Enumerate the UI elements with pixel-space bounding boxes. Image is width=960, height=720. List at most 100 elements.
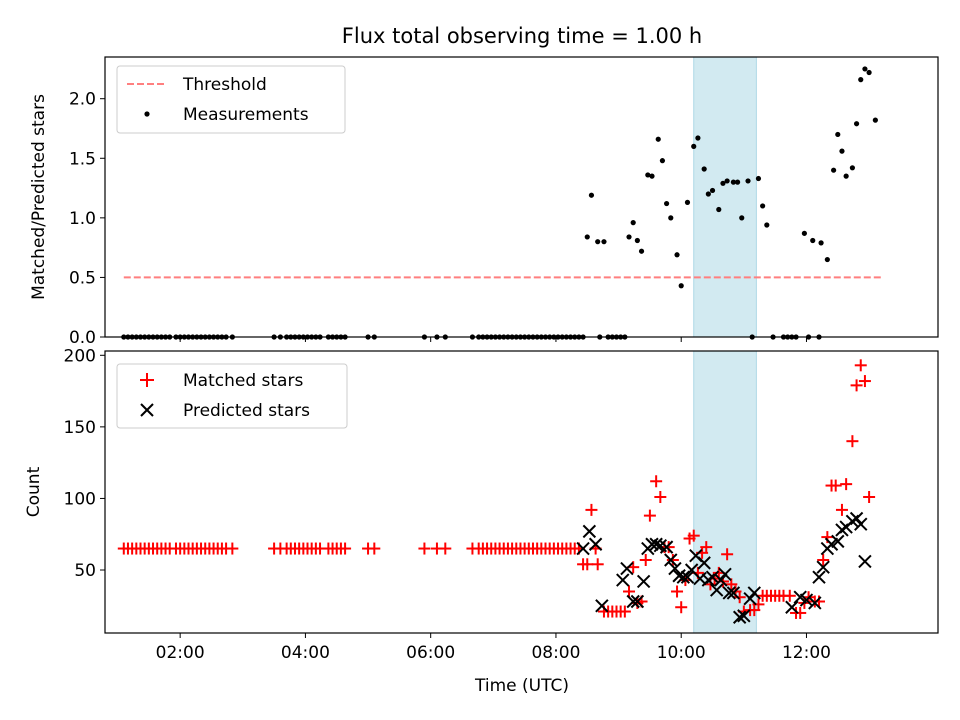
measurement-point bbox=[866, 69, 872, 76]
predicted-star-stroke-b bbox=[595, 599, 609, 613]
predicted-star-stroke-b bbox=[649, 537, 663, 551]
predicted-star-stroke-b bbox=[854, 517, 868, 531]
y-tick-label: 150 bbox=[64, 418, 96, 438]
predicted-star-point bbox=[816, 560, 830, 574]
predicted-star-stroke-b bbox=[684, 563, 699, 577]
top-y-axis-label: Matched/Predicted stars bbox=[29, 94, 49, 300]
predicted-star-stroke-b bbox=[630, 594, 645, 609]
predicted-star-point bbox=[697, 556, 711, 570]
measurement-point bbox=[695, 135, 701, 141]
predicted-star-stroke-b bbox=[732, 610, 747, 624]
predicted-star-stroke-b bbox=[718, 567, 732, 582]
y-tick-label: 50 bbox=[74, 561, 96, 581]
measurement-point bbox=[853, 121, 860, 127]
measurement-point bbox=[601, 239, 607, 245]
y-tick-label: 0.0 bbox=[69, 328, 96, 348]
predicted-star-stroke-b bbox=[714, 573, 728, 587]
predicted-star-point bbox=[849, 511, 864, 526]
predicted-star-point bbox=[737, 609, 751, 623]
predicted-star-stroke-b bbox=[799, 593, 814, 607]
measurement-point bbox=[764, 222, 770, 228]
matched-star-point bbox=[700, 541, 713, 554]
predicted-star-point bbox=[726, 586, 741, 600]
measurement-point bbox=[818, 240, 824, 246]
matched-star-point bbox=[783, 589, 796, 602]
predicted-star-stroke-b bbox=[858, 554, 872, 569]
predicted-star-stroke-b bbox=[616, 573, 630, 587]
predicted-star-point bbox=[709, 583, 724, 597]
bottom-legend: Matched stars Predicted stars bbox=[116, 363, 348, 429]
measurement-point bbox=[801, 230, 807, 236]
predicted-star-point bbox=[659, 540, 674, 554]
matched-stars-series bbox=[117, 359, 876, 619]
measurement-point bbox=[595, 239, 601, 245]
measurement-point bbox=[659, 158, 666, 164]
measurement-point bbox=[849, 165, 856, 171]
x-tick-label: 04:00 bbox=[281, 643, 330, 663]
predicted-star-point bbox=[799, 593, 814, 607]
measurement-point bbox=[655, 136, 661, 142]
legend-predicted-swatch bbox=[140, 403, 154, 417]
highlight-band bbox=[693, 56, 757, 338]
predicted-star-point bbox=[854, 517, 868, 531]
legend-measurements-label: Measurements bbox=[183, 105, 309, 125]
x-tick-label: 12:00 bbox=[782, 643, 831, 663]
matched-star-point bbox=[840, 478, 853, 491]
legend-measurements-swatch bbox=[144, 111, 150, 117]
legend-threshold-label: Threshold bbox=[182, 75, 267, 95]
measurement-point bbox=[810, 237, 816, 244]
predicted-star-stroke-b bbox=[626, 594, 640, 609]
predicted-star-stroke-b bbox=[785, 600, 799, 614]
matched-star-point bbox=[666, 553, 679, 566]
matched-star-point bbox=[439, 542, 452, 555]
predicted-star-point bbox=[630, 594, 645, 609]
predicted-star-stroke-b bbox=[576, 541, 590, 556]
predicted-star-point bbox=[576, 541, 590, 556]
top-axes: 0.0 0.5 1.0 1.5 2.0 bbox=[69, 56, 939, 348]
matched-star-point bbox=[654, 491, 667, 504]
predicted-star-point bbox=[747, 586, 761, 600]
predicted-star-point bbox=[732, 610, 747, 624]
measurement-point bbox=[835, 131, 841, 138]
measurement-point bbox=[630, 220, 636, 226]
predicted-star-stroke-b bbox=[653, 538, 668, 553]
predicted-star-stroke-b bbox=[636, 574, 651, 589]
predicted-star-point bbox=[808, 596, 822, 610]
matched-star-point bbox=[863, 491, 876, 504]
measurement-point bbox=[843, 173, 849, 179]
predicted-star-stroke-b bbox=[743, 591, 757, 606]
matched-star-point bbox=[585, 503, 598, 516]
matched-star-point bbox=[418, 542, 431, 555]
predicted-star-stroke-b bbox=[793, 590, 807, 604]
predicted-star-point bbox=[636, 574, 651, 589]
measurement-point bbox=[724, 178, 730, 184]
bottom-y-axis-label: Count bbox=[24, 466, 44, 517]
predicted-star-point bbox=[620, 561, 634, 576]
predicted-star-stroke-b bbox=[620, 561, 634, 576]
y-tick-label: 1.5 bbox=[69, 149, 96, 169]
matched-star-point bbox=[591, 558, 604, 571]
legend-predicted-label: Predicted stars bbox=[183, 401, 310, 421]
matched-star-point bbox=[639, 553, 652, 566]
matched-star-point bbox=[817, 553, 830, 566]
measurement-point bbox=[649, 173, 655, 179]
bottom-panel: 02:00 04:00 06:00 08:00 10:00 12:00 50 100 150 20… bbox=[24, 346, 939, 696]
measurement-point bbox=[730, 179, 737, 185]
highlight-band-rect bbox=[693, 56, 757, 338]
y-tick-label: 1.0 bbox=[69, 209, 96, 229]
highlight-band bbox=[693, 350, 757, 634]
predicted-star-point bbox=[812, 570, 826, 584]
predicted-star-point bbox=[858, 554, 872, 569]
measurement-point bbox=[858, 77, 864, 83]
figure-title: Flux total observing time = 1.00 h bbox=[342, 24, 702, 48]
matched-star-point bbox=[226, 542, 239, 555]
measurement-point bbox=[755, 175, 762, 182]
predicted-star-point bbox=[722, 586, 736, 600]
predicted-star-stroke-b bbox=[668, 561, 682, 576]
predicted-star-stroke-b bbox=[680, 570, 695, 584]
matched-star-point bbox=[725, 578, 738, 591]
predicted-star-point bbox=[718, 567, 732, 582]
predicted-star-stroke-b bbox=[582, 524, 597, 539]
predicted-star-stroke-b bbox=[808, 596, 822, 610]
matched-star-point bbox=[829, 479, 842, 492]
